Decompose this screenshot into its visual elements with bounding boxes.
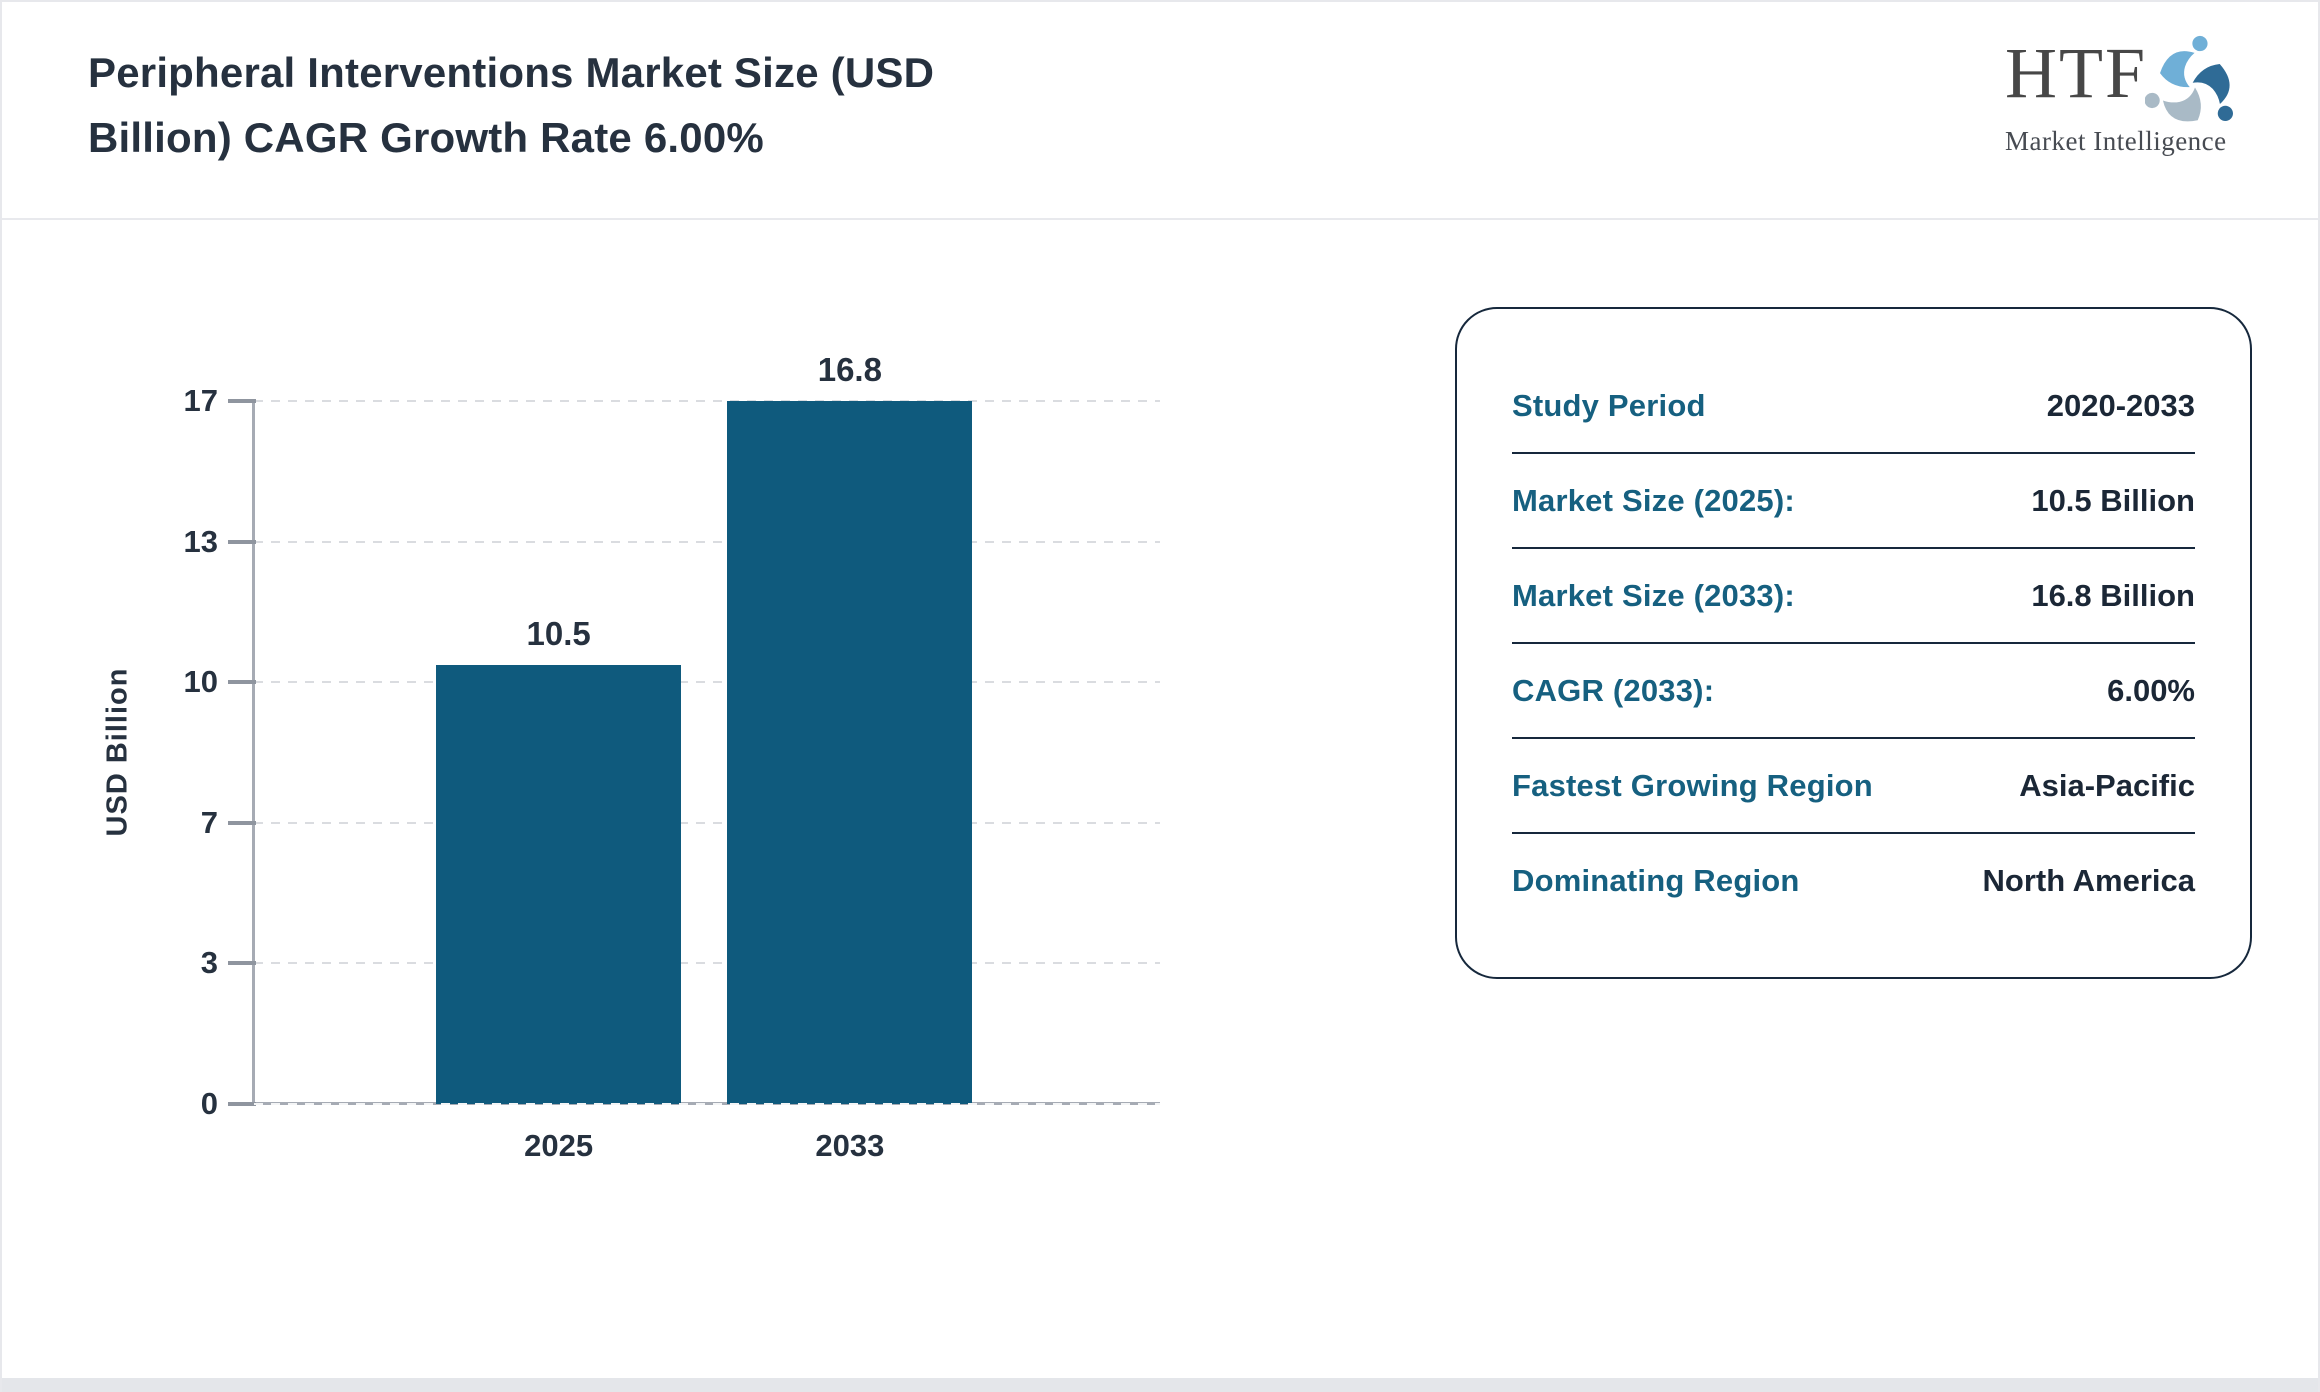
info-label: Dominating Region bbox=[1512, 862, 1800, 898]
info-label: Market Size (2033): bbox=[1512, 577, 1795, 613]
info-label: Market Size (2025): bbox=[1512, 482, 1795, 518]
y-tick-label: 7 bbox=[200, 804, 218, 840]
y-tick-mark bbox=[228, 1102, 256, 1106]
htf-logo-subtitle: Market Intelligence bbox=[2005, 126, 2227, 156]
info-row-study-period: Study Period 2020-2033 bbox=[1512, 359, 2195, 454]
info-value: 10.5 Billion bbox=[2031, 482, 2195, 518]
header-divider bbox=[2, 218, 2318, 220]
page-title-line1: Peripheral Interventions Market Size (US… bbox=[88, 49, 935, 96]
y-axis-line bbox=[252, 401, 255, 1105]
y-tick-label: 0 bbox=[200, 1086, 218, 1121]
bar-2025 bbox=[436, 665, 682, 1104]
info-value: Asia-Pacific bbox=[2019, 767, 2195, 803]
gridline bbox=[254, 962, 1160, 965]
y-tick-mark bbox=[228, 961, 256, 966]
x-tick-label: 2025 bbox=[524, 1128, 594, 1163]
bar-2033 bbox=[727, 401, 973, 1104]
info-label: Study Period bbox=[1512, 387, 1706, 423]
y-tick-mark bbox=[228, 399, 256, 403]
y-tick-label: 10 bbox=[183, 664, 218, 700]
info-label: CAGR (2033): bbox=[1512, 672, 1715, 708]
page-title: Peripheral Interventions Market Size (US… bbox=[88, 40, 934, 170]
y-tick-label: 3 bbox=[200, 945, 218, 981]
y-tick-label: 17 bbox=[183, 383, 218, 418]
info-label: Fastest Growing Region bbox=[1512, 767, 1873, 803]
y-tick-mark bbox=[228, 680, 256, 685]
info-row-fastest-growing-region: Fastest Growing Region Asia-Pacific bbox=[1512, 739, 2195, 834]
gridline bbox=[254, 540, 1160, 543]
htf-logo-monogram: HTF bbox=[2005, 33, 2148, 113]
bar-value-label: 10.5 bbox=[526, 615, 591, 652]
y-tick-mark bbox=[228, 820, 256, 825]
info-row-dominating-region: Dominating Region North America bbox=[1512, 834, 2195, 927]
htf-logo: HTF Market Inte bbox=[2005, 30, 2240, 157]
gridline bbox=[254, 400, 1160, 402]
gridline bbox=[254, 821, 1160, 824]
gridline bbox=[254, 1103, 1160, 1105]
htf-swirl-icon bbox=[2145, 35, 2233, 122]
info-row-cagr: CAGR (2033): 6.00% bbox=[1512, 644, 2195, 739]
bar-value-label: 16.8 bbox=[817, 351, 882, 388]
bottom-frame bbox=[2, 1378, 2318, 1392]
page-title-line2: Billion) CAGR Growth Rate 6.00% bbox=[88, 114, 764, 161]
info-value: North America bbox=[1982, 862, 2195, 898]
y-tick-mark bbox=[228, 539, 256, 544]
info-value: 6.00% bbox=[2107, 672, 2195, 708]
info-row-market-size-2025: Market Size (2025): 10.5 Billion bbox=[1512, 454, 2195, 549]
x-tick-label: 2033 bbox=[815, 1128, 885, 1163]
gridline bbox=[254, 681, 1160, 684]
key-facts-panel: Study Period 2020-2033 Market Size (2025… bbox=[1455, 307, 2252, 979]
bar-chart-plot-area: 0 3 7 10 13 17 10.5 2025 16.8 2033 bbox=[184, 351, 1160, 1163]
info-value: 16.8 Billion bbox=[2031, 577, 2195, 613]
info-value: 2020-2033 bbox=[2046, 387, 2195, 423]
y-tick-label: 13 bbox=[183, 523, 218, 559]
info-row-market-size-2033: Market Size (2033): 16.8 Billion bbox=[1512, 549, 2195, 644]
